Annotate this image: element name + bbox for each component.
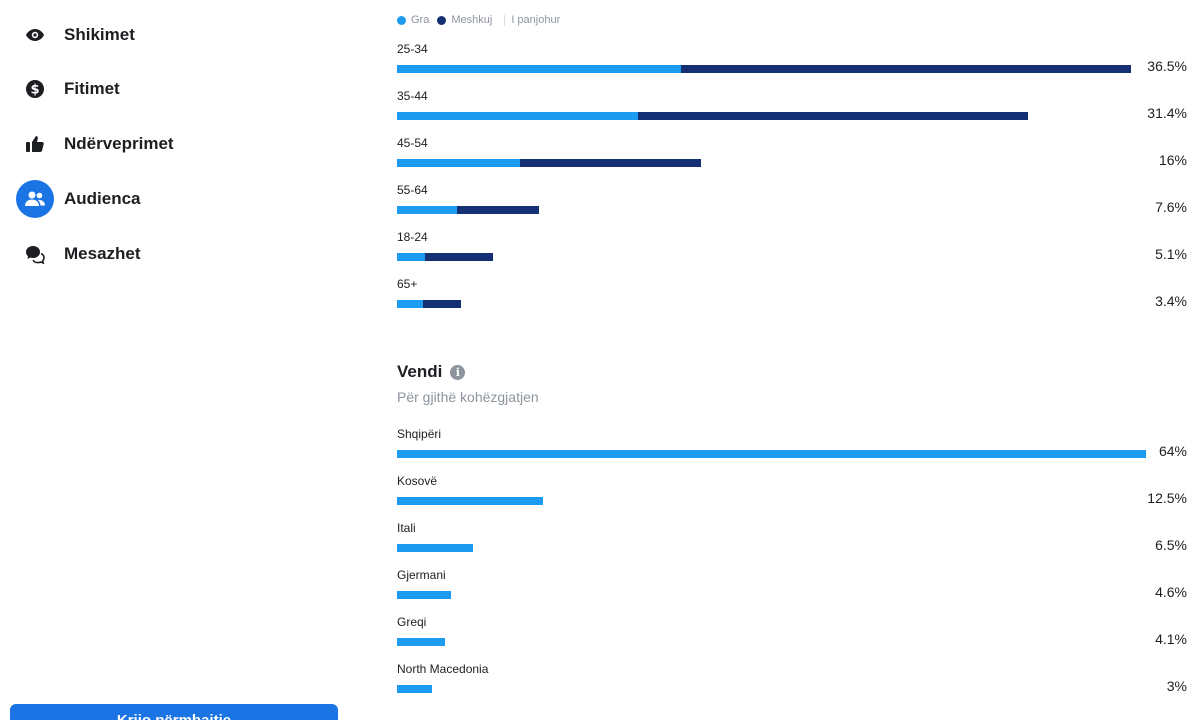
country-row: North Macedonia 3% (397, 662, 1187, 702)
bar (397, 685, 432, 693)
row-percentage: 16% (1158, 152, 1187, 168)
bar (397, 65, 1131, 73)
bar (397, 638, 445, 646)
bar-segment (397, 544, 473, 552)
bar-segment-men (638, 112, 1028, 120)
row-label: Greqi (397, 615, 427, 629)
eye-icon (16, 16, 54, 54)
row-percentage: 3.4% (1155, 293, 1187, 309)
age-row: 55-64 7.6% (397, 183, 1187, 223)
bar-segment-men (457, 206, 539, 214)
country-row: Shqipëri 64% (397, 427, 1187, 467)
age-chart-legend: Gra Meshkuj I panjohur (397, 14, 568, 26)
bar-segment (397, 497, 543, 505)
row-percentage: 4.6% (1155, 584, 1187, 600)
dollar-icon: $ (16, 70, 54, 108)
nav-label: Mesazhet (64, 244, 141, 263)
row-percentage: 4.1% (1155, 631, 1187, 647)
bar-segment (397, 685, 432, 693)
legend-item-men: Meshkuj (437, 14, 492, 26)
bar-segment-women (397, 65, 681, 73)
row-percentage: 31.4% (1147, 105, 1187, 121)
bar-segment-men (425, 253, 493, 261)
row-label: Kosovë (397, 474, 438, 488)
nav-item-mesazhet[interactable]: Mesazhet (16, 232, 141, 276)
bar (397, 159, 701, 167)
bar (397, 544, 473, 552)
bar-segment-women (397, 253, 425, 261)
section-title-text: Vendi (397, 362, 443, 381)
row-percentage: 7.6% (1155, 199, 1187, 215)
country-row: Kosovë 12.5% (397, 474, 1187, 514)
nav-label: Shikimet (64, 25, 135, 44)
bar-segment (397, 450, 1146, 458)
row-label: North Macedonia (397, 662, 489, 676)
row-label: 18-24 (397, 230, 428, 244)
bar-segment-women (397, 159, 520, 167)
info-icon[interactable]: i (450, 364, 466, 380)
row-percentage: 3% (1166, 678, 1187, 694)
sidebar: Shikimet $ Fitimet Ndërveprimet Audienca… (0, 0, 350, 720)
row-label: 45-54 (397, 136, 428, 150)
country-row: Greqi 4.1% (397, 615, 1187, 655)
bar (397, 450, 1146, 458)
bar-segment-women (397, 206, 457, 214)
nav-item-fitimet[interactable]: $ Fitimet (16, 67, 120, 111)
row-label: 35-44 (397, 89, 428, 103)
row-label: 55-64 (397, 183, 428, 197)
nav-label: Ndërveprimet (64, 134, 174, 153)
country-section-subtitle: Për gjithë kohëzgjatjen (397, 389, 539, 405)
row-label: Shqipëri (397, 427, 442, 441)
bar-segment-men (520, 159, 701, 167)
nav-item-nderveprimet[interactable]: Ndërveprimet (16, 122, 174, 166)
bar (397, 497, 543, 505)
bar-segment-men (423, 300, 461, 308)
bar-segment-men (681, 65, 1131, 73)
age-row: 35-44 31.4% (397, 89, 1187, 129)
row-percentage: 5.1% (1155, 246, 1187, 262)
row-percentage: 12.5% (1147, 490, 1187, 506)
legend-item-unknown: I panjohur (500, 14, 560, 26)
bar (397, 206, 539, 214)
legend-dot (397, 15, 406, 25)
nav-label: Fitimet (64, 79, 120, 98)
bar-segment-women (397, 112, 638, 120)
nav-label: Audienca (64, 189, 141, 208)
row-label: 65+ (397, 277, 418, 291)
legend-marker (504, 14, 506, 26)
nav-item-shikimet[interactable]: Shikimet (16, 13, 135, 57)
chat-bubbles-icon (16, 235, 54, 273)
country-row: Gjermani 4.6% (397, 568, 1187, 608)
legend-label: Meshkuj (451, 14, 493, 26)
bar-segment (397, 591, 451, 599)
svg-text:$: $ (30, 83, 39, 98)
country-section-title: Vendi i (397, 362, 466, 382)
age-row: 65+ 3.4% (397, 277, 1187, 317)
legend-item-women: Gra (397, 14, 429, 26)
row-percentage: 64% (1158, 443, 1187, 459)
bar (397, 300, 461, 308)
country-row: Itali 6.5% (397, 521, 1187, 561)
bar (397, 591, 451, 599)
create-content-button[interactable]: Krijo përmbajtje (10, 704, 338, 720)
people-icon (16, 180, 54, 218)
bar-segment (397, 638, 445, 646)
age-row: 25-34 36.5% (397, 42, 1187, 82)
bar-segment-women (397, 300, 423, 308)
bar (397, 112, 1028, 120)
bar (397, 253, 493, 261)
row-label: Gjermani (397, 568, 446, 582)
row-label: 25-34 (397, 42, 428, 56)
thumbs-up-icon (16, 125, 54, 163)
nav-item-audienca[interactable]: Audienca (16, 177, 141, 221)
row-label: Itali (397, 521, 416, 535)
legend-label: Gra (411, 14, 430, 26)
legend-dot (437, 15, 447, 25)
age-row: 18-24 5.1% (397, 230, 1187, 270)
row-percentage: 6.5% (1155, 537, 1187, 553)
legend-label: I panjohur (511, 14, 561, 26)
age-row: 45-54 16% (397, 136, 1187, 176)
row-percentage: 36.5% (1147, 58, 1187, 74)
